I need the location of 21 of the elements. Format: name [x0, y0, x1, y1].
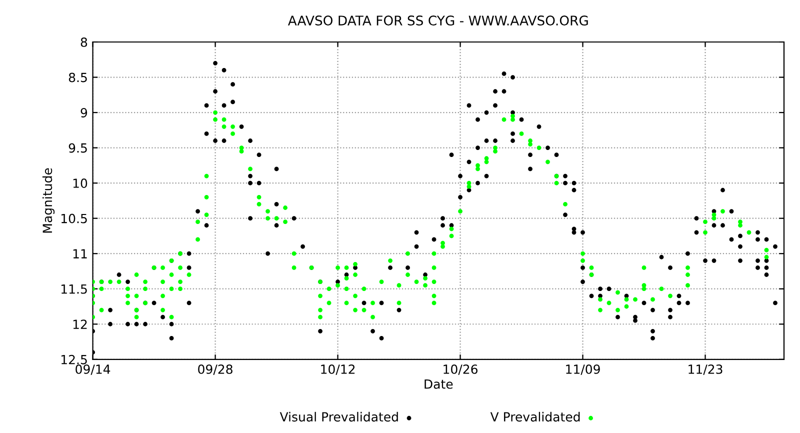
y-tick-label: 8 [80, 37, 88, 47]
y-tick-label: 9.5 [68, 143, 87, 153]
y-tick-label: 9 [80, 108, 88, 118]
x-tick-label: 11/23 [688, 364, 722, 375]
x-tick-label: 09/14 [76, 364, 110, 375]
y-axis-title: Magnitude [42, 168, 55, 233]
x-tick-label: 10/26 [444, 364, 478, 375]
y-tick-label: 12 [73, 320, 87, 329]
x-tick-label: 09/28 [198, 364, 232, 375]
y-tick-label: 12.5 [61, 354, 87, 364]
y-tick-label: 8.5 [68, 72, 87, 82]
x-axis-title: Date [424, 380, 453, 389]
legend-label: Visual Prevalidated [280, 412, 398, 422]
y-tick-label: 10 [73, 178, 88, 188]
chart-title: AAVSO DATA FOR SS CYG - WWW.AAVSO.ORG [288, 16, 588, 26]
legend-label: V Prevalidated [490, 412, 580, 422]
x-tick-label: 10/12 [321, 364, 355, 375]
y-tick-label: 10.5 [61, 214, 87, 224]
y-tick-label: 11 [73, 249, 87, 258]
x-tick-label: 11/09 [566, 364, 600, 375]
y-tick-label: 11.5 [61, 284, 87, 294]
